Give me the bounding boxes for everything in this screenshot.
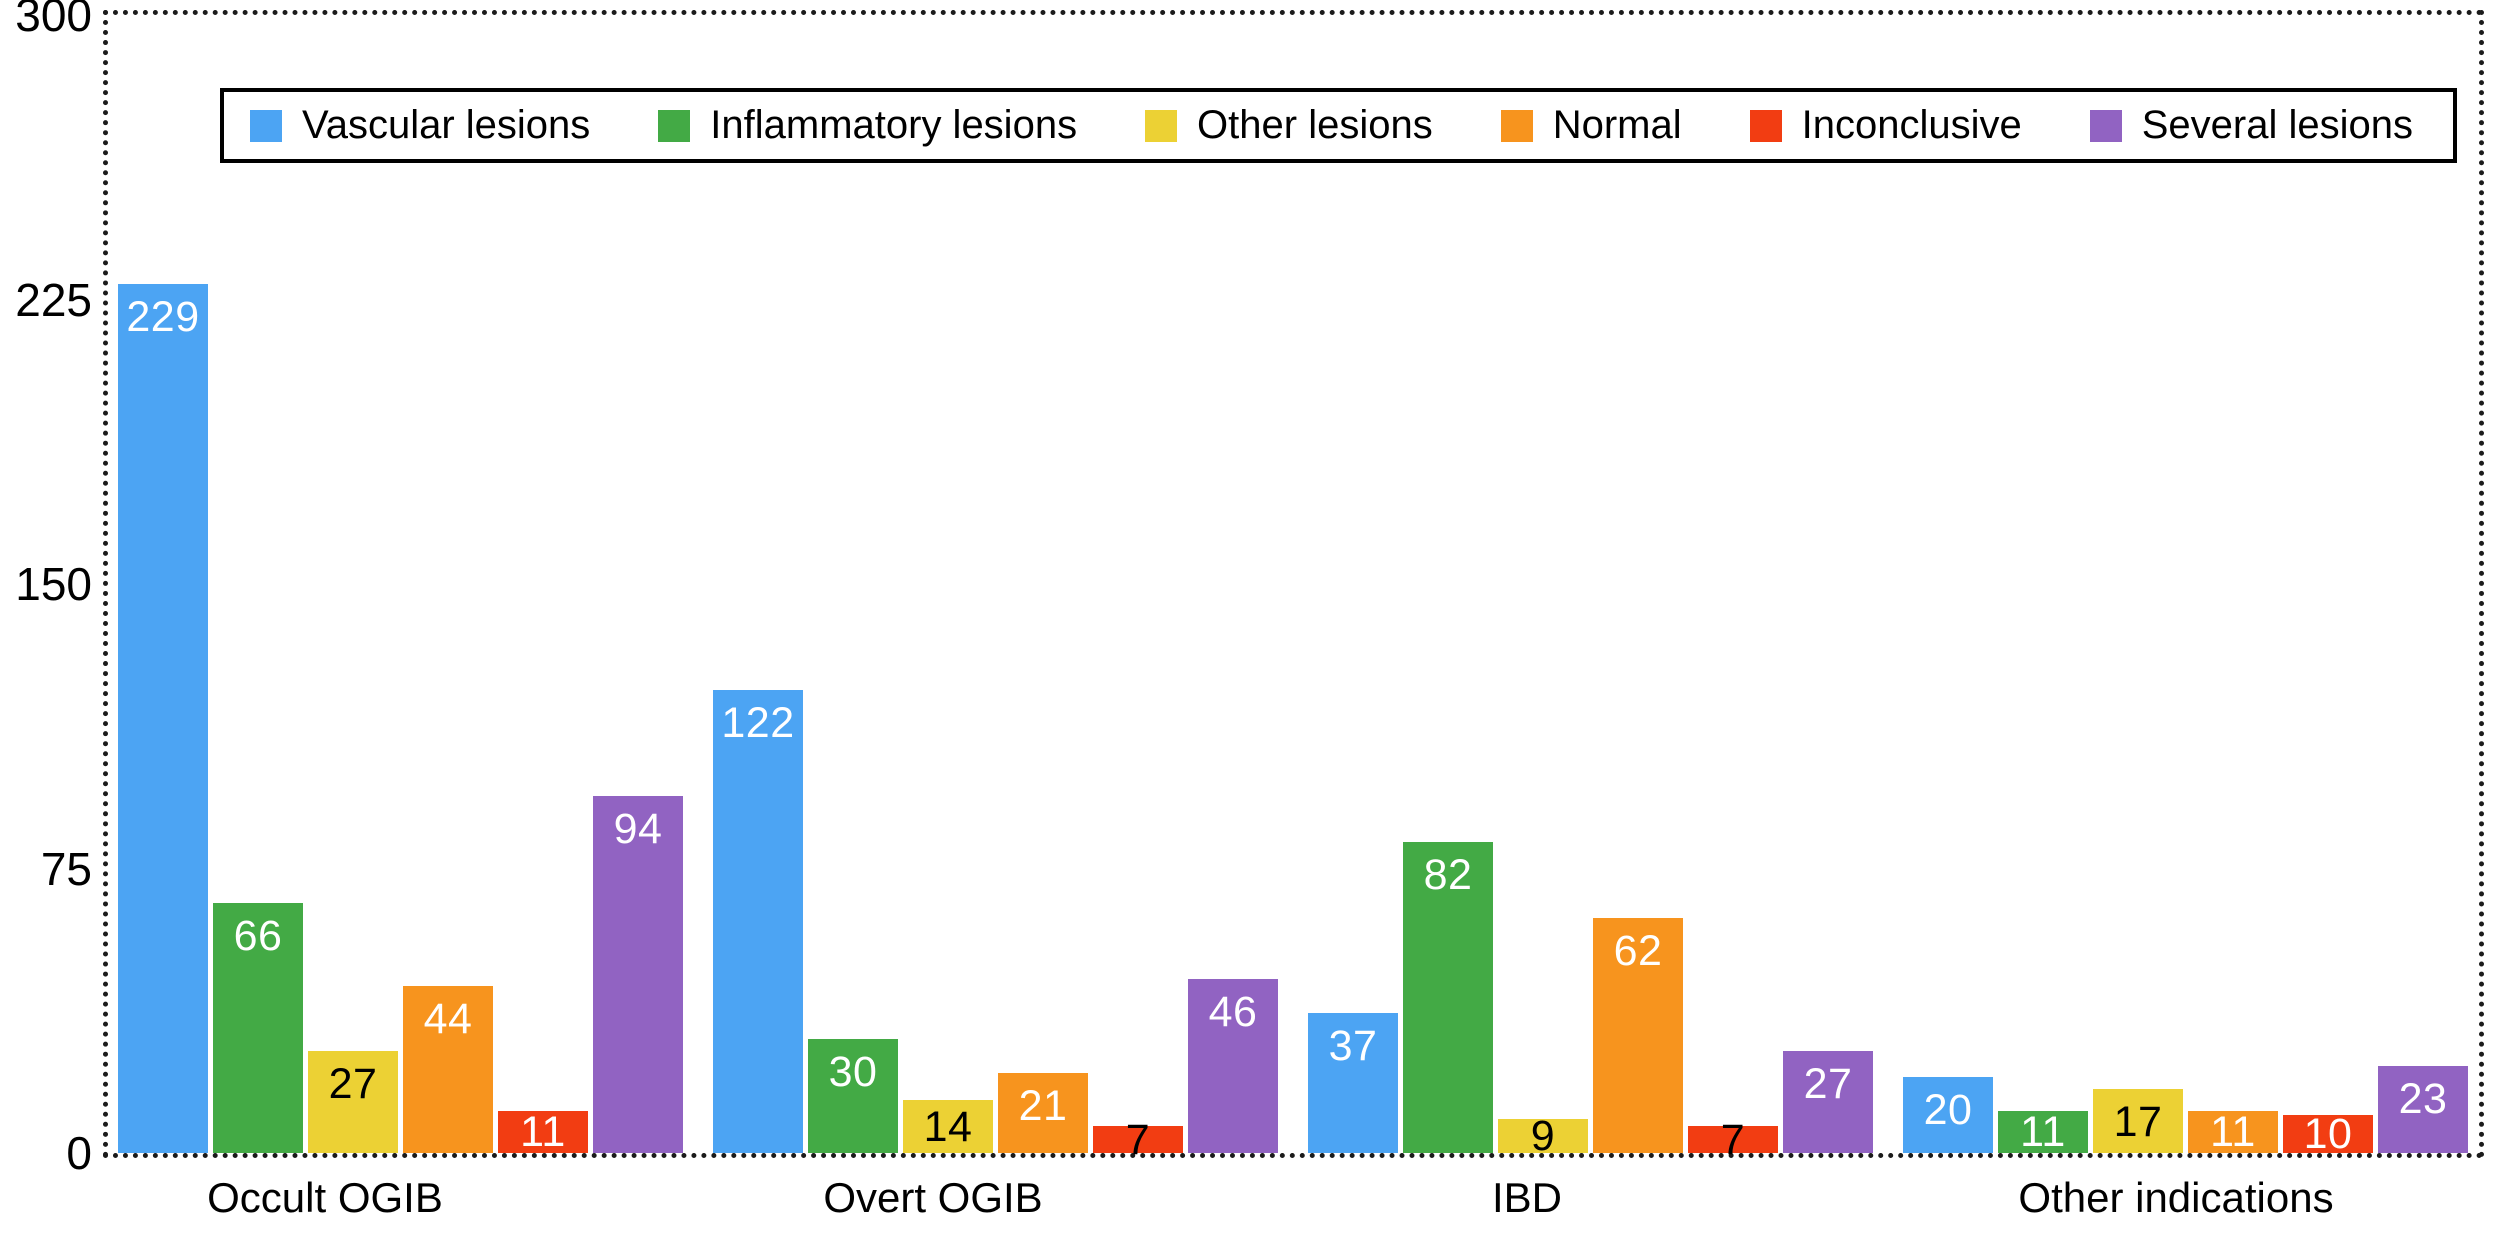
bar: 94 — [593, 796, 683, 1153]
bar-value-label: 21 — [1018, 1082, 1068, 1130]
x-axis-category-label: Other indications — [2018, 1174, 2334, 1221]
bar-value-label: 7 — [1125, 1116, 1151, 1164]
bar: 11 — [498, 1108, 588, 1156]
bar-value-label: 229 — [126, 293, 200, 341]
legend-label: Inflammatory lesions — [710, 103, 1078, 147]
bar-value-label: 11 — [2020, 1108, 2066, 1156]
bar: 7 — [1688, 1116, 1778, 1164]
y-axis-tick-label: 75 — [40, 843, 92, 895]
bar-value-label: 23 — [2398, 1075, 2448, 1123]
x-axis-category-label: Occult OGIB — [207, 1174, 443, 1221]
bar-value-label: 27 — [1803, 1060, 1853, 1108]
legend-swatch-icon — [1749, 109, 1782, 142]
bar: 10 — [2283, 1110, 2373, 1158]
bar-value-label: 37 — [1328, 1022, 1378, 1070]
y-axis-tick-label: 225 — [15, 274, 92, 326]
legend-item: Other lesions — [1145, 103, 1433, 148]
plot-area: Vascular lesions Inflammatory lesions Othe… — [103, 10, 2484, 1164]
legend-swatch-icon — [1145, 109, 1178, 142]
bar: 23 — [2378, 1066, 2468, 1153]
bar-value-label: 20 — [1923, 1086, 1973, 1134]
bars-container: 229 66 27 44 11 94 122 30 14 21 7 46 37 82 9 62 7 27 20 11 1… — [108, 15, 2479, 1164]
bar-value-label: 9 — [1530, 1112, 1556, 1160]
bar: 11 — [1998, 1108, 2088, 1156]
y-axis-tick-label: 150 — [15, 558, 92, 610]
bar: 7 — [1093, 1116, 1183, 1164]
bar: 30 — [808, 1039, 898, 1153]
bar: 9 — [1498, 1112, 1588, 1160]
bar: 21 — [998, 1073, 1088, 1153]
legend-swatch-icon — [250, 109, 282, 142]
bar: 66 — [213, 903, 303, 1153]
legend-label: Normal — [1552, 103, 1682, 147]
bar-value-label: 44 — [423, 995, 473, 1043]
legend-item: Vascular lesions — [250, 103, 590, 148]
bar-value-label: 17 — [2113, 1098, 2163, 1146]
legend-item: Inconclusive — [1749, 103, 2022, 148]
bar-value-label: 62 — [1613, 927, 1663, 975]
bar-value-label: 11 — [520, 1108, 566, 1156]
bar-value-label: 10 — [2303, 1110, 2353, 1158]
bar-value-label: 94 — [613, 805, 663, 853]
bar-value-label: 30 — [828, 1048, 878, 1096]
bar: 62 — [1593, 918, 1683, 1153]
x-axis-category-label: Overt OGIB — [823, 1174, 1043, 1221]
bar: 82 — [1403, 842, 1493, 1153]
bar-value-label: 14 — [923, 1103, 973, 1151]
bar-value-label: 46 — [1208, 988, 1258, 1036]
bar: 27 — [308, 1051, 398, 1153]
legend-swatch-icon — [1500, 109, 1533, 142]
legend-item: Several lesions — [2089, 103, 2413, 148]
legend-label: Inconclusive — [1801, 103, 2022, 147]
bar: 17 — [2093, 1089, 2183, 1153]
legend-label: Several lesions — [2141, 103, 2413, 147]
legend-swatch-icon — [658, 109, 691, 142]
y-axis-tick-label: 0 — [66, 1127, 92, 1179]
bar-value-label: 7 — [1720, 1116, 1746, 1164]
bar-value-label: 82 — [1423, 851, 1473, 899]
legend-label: Other lesions — [1197, 103, 1433, 147]
bar-value-label: 11 — [2210, 1108, 2256, 1156]
bar: 20 — [1903, 1077, 1993, 1153]
bar: 122 — [713, 690, 803, 1153]
bar: 229 — [118, 284, 208, 1153]
legend-item: Inflammatory lesions — [658, 103, 1077, 148]
legend: Vascular lesions Inflammatory lesions Othe… — [220, 88, 2457, 163]
bar-value-label: 66 — [233, 912, 283, 960]
bar: 14 — [903, 1100, 993, 1153]
bar: 44 — [403, 986, 493, 1153]
bar: 46 — [1188, 979, 1278, 1153]
y-axis-tick-label: 300 — [15, 0, 92, 41]
legend-swatch-icon — [2089, 109, 2122, 142]
bar: 27 — [1783, 1051, 1873, 1153]
bar-value-label: 27 — [328, 1060, 378, 1108]
legend-label: Vascular lesions — [302, 103, 591, 147]
legend-item: Normal — [1500, 103, 1682, 148]
bar: 11 — [2188, 1108, 2278, 1156]
bar-value-label: 122 — [721, 699, 795, 747]
bar: 37 — [1308, 1013, 1398, 1153]
x-axis-category-label: IBD — [1491, 1174, 1562, 1221]
